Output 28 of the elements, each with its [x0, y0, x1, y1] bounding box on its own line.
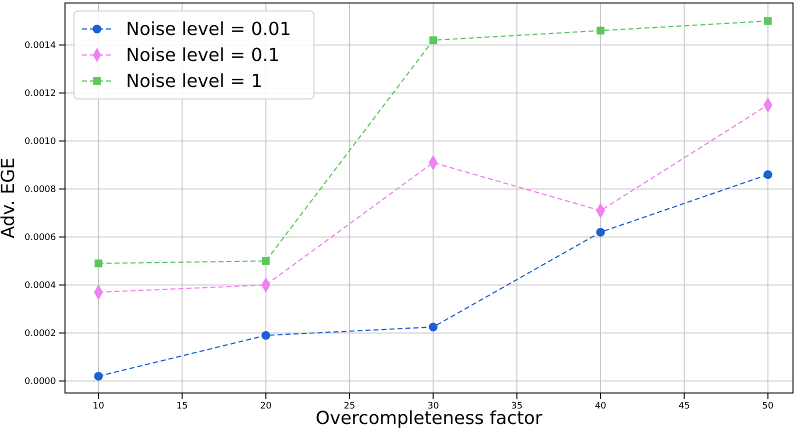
x-tick-label: 10	[92, 401, 104, 412]
x-tick-label: 15	[176, 401, 188, 412]
y-tick-label: 0.0010	[24, 136, 56, 147]
y-tick-label: 0.0000	[24, 376, 56, 387]
point	[596, 228, 605, 237]
point	[94, 372, 103, 381]
x-tick-label: 40	[594, 401, 607, 412]
legend-label: Noise level = 0.01	[126, 19, 292, 40]
point	[94, 260, 102, 268]
x-tick-label: 45	[678, 401, 690, 412]
x-tick-label: 20	[260, 401, 272, 412]
x-tick-label: 50	[762, 401, 774, 412]
y-axis-title: Adv. EGE	[0, 158, 19, 238]
y-tick-label: 0.0004	[24, 280, 56, 291]
point	[428, 322, 438, 332]
point	[261, 331, 270, 340]
point	[764, 170, 772, 179]
y-tick-label: 0.0014	[24, 40, 56, 51]
y-tick-label: 0.0002	[24, 328, 56, 339]
point	[596, 26, 604, 34]
legend-label: Noise level = 0.1	[126, 45, 280, 66]
point	[262, 257, 270, 265]
point	[429, 36, 438, 44]
legend-label: Noise level = 1	[126, 71, 262, 92]
y-tick-label: 0.0008	[24, 184, 56, 195]
y-tick-label: 0.0006	[24, 232, 56, 243]
y-tick-label: 0.0012	[24, 88, 56, 99]
point	[764, 17, 772, 25]
